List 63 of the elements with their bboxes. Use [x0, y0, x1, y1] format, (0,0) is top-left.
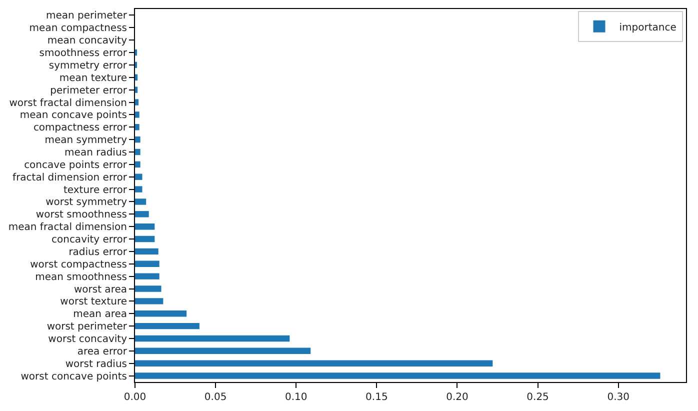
bar — [135, 236, 155, 242]
bar — [135, 198, 146, 205]
y-tick-label: symmetry error — [48, 60, 128, 72]
y-tick-label: worst compactness — [30, 259, 127, 270]
y-tick-label: worst symmetry — [46, 197, 128, 208]
y-tick-label: worst area — [74, 284, 127, 296]
y-tick-label: area error — [77, 346, 128, 358]
x-tick-label: 0.10 — [284, 392, 308, 403]
bar — [135, 161, 140, 168]
bar — [135, 248, 158, 255]
bar — [135, 260, 160, 267]
bar — [135, 372, 660, 379]
y-tick-label: mean radius — [64, 147, 127, 158]
x-tick-label: 0.15 — [366, 392, 388, 403]
y-tick-label: mean compactness — [29, 23, 127, 34]
bar — [135, 112, 140, 118]
bar — [135, 86, 138, 93]
bar — [135, 186, 142, 192]
y-tick-label: mean symmetry — [44, 135, 128, 146]
y-tick-label: mean perimeter — [46, 10, 128, 22]
y-tick-label: mean area — [73, 309, 127, 320]
bar — [135, 136, 140, 143]
y-tick-label: concavity error — [51, 234, 128, 246]
y-tick-label: worst texture — [60, 296, 127, 308]
x-tick-label: 0.30 — [607, 392, 630, 403]
y-tick-label: worst perimeter — [46, 322, 128, 333]
x-tick-label: 0.20 — [446, 392, 468, 403]
y-tick-label: mean smoothness — [35, 272, 127, 283]
y-tick-label: fractal dimension error — [12, 172, 128, 184]
x-tick-label: 0.00 — [124, 392, 146, 403]
bar — [135, 348, 311, 354]
y-tick-label: mean concavity — [47, 36, 128, 47]
bar — [135, 360, 493, 366]
y-tick-label: mean fractal dimension — [8, 222, 127, 234]
bar — [135, 174, 142, 180]
bar — [135, 273, 160, 280]
y-tick-label: texture error — [63, 184, 128, 196]
bar — [135, 335, 290, 342]
y-tick-label: worst concavity — [48, 334, 128, 345]
x-tick-label: 0.05 — [204, 392, 227, 403]
y-tick-label: concave points error — [24, 160, 128, 171]
y-tick-label: worst radius — [65, 358, 127, 370]
bar — [135, 298, 164, 304]
y-tick-label: worst concave points — [20, 371, 127, 382]
x-tick-label: 0.25 — [526, 392, 549, 403]
y-tick-label: mean concave points — [20, 110, 127, 122]
bar — [135, 148, 140, 156]
y-tick-label: worst smoothness — [36, 210, 127, 221]
bar — [135, 211, 149, 218]
y-tick-label: compactness error — [33, 122, 128, 134]
legend-label: importance — [619, 22, 676, 34]
y-tick-label: worst fractal dimension — [9, 98, 127, 109]
y-tick-label: smoothness error — [39, 48, 128, 60]
bar — [135, 99, 139, 106]
bar — [135, 322, 200, 330]
bar — [135, 223, 155, 230]
bar — [135, 286, 162, 292]
bar — [135, 124, 140, 130]
y-tick-label: perimeter error — [50, 85, 128, 96]
y-tick-label: radius error — [68, 246, 128, 258]
bar — [135, 74, 138, 80]
bar — [135, 310, 187, 317]
y-tick-label: mean texture — [59, 72, 127, 84]
